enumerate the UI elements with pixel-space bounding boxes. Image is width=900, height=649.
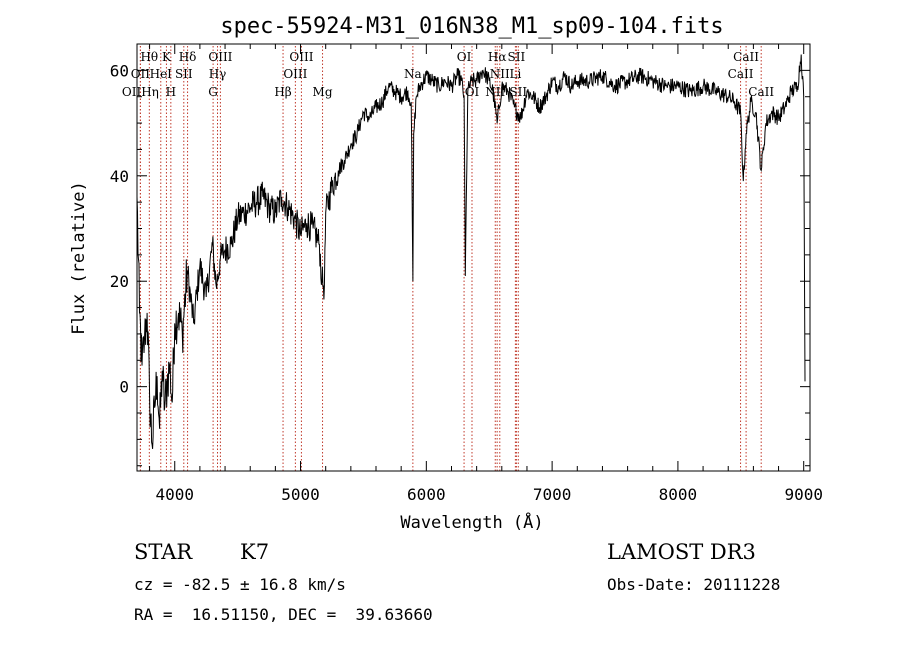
y-tick-label: 40: [110, 167, 129, 186]
spectral-line-label: CaII: [728, 67, 754, 81]
spectral-line-label: HeI: [150, 67, 173, 81]
x-tick-label: 6000: [407, 485, 446, 504]
spectral-line-labels: Hθ OII HeI OIIHη K H SII Hδ OIII Hγ G Hβ OIII OIII Mg N…: [122, 50, 774, 99]
spectral-line-label: Hα: [488, 50, 507, 64]
spectral-line-markers: [139, 46, 762, 471]
y-axis-ticks: 0 20 40 60: [110, 43, 810, 467]
sky-coordinates: RA = 16.51150, DEC = 39.63660: [134, 605, 433, 624]
spectral-line-label: OII: [131, 67, 151, 81]
plot-frame: [136, 43, 811, 472]
redshift-velocity: cz = -82.5 ± 16.8 km/s: [134, 575, 346, 594]
observation-date: Obs-Date: 20111228: [607, 575, 781, 594]
x-tick-label: 7000: [533, 485, 572, 504]
object-subclass: K7: [240, 540, 270, 564]
y-tick-label: 0: [119, 378, 129, 397]
spectral-line-label: G: [208, 85, 218, 99]
spectral-line-label: CaII: [748, 85, 774, 99]
spectral-line-label: OI: [457, 50, 472, 64]
y-axis-label: Flux (relative): [69, 181, 89, 335]
object-class: STAR: [134, 540, 193, 564]
spectral-line-label: NII: [485, 85, 505, 99]
spectrum-series-line: [136, 54, 806, 449]
spectral-line-label: SII: [175, 67, 193, 81]
x-axis-ticks: 4000 5000 6000 7000 8000 9000: [149, 44, 823, 504]
spectral-line-label: Hθ: [140, 50, 158, 64]
spectral-line-label: OIII: [208, 50, 232, 64]
spectral-line-label: H: [166, 85, 176, 99]
spectral-line-label: NII: [490, 67, 510, 81]
y-tick-label: 20: [110, 272, 129, 291]
spectral-line-label: CaII: [733, 50, 759, 64]
spectral-line-label: Li: [509, 67, 521, 81]
spectral-line-label: OI: [465, 85, 480, 99]
x-tick-label: 9000: [784, 485, 823, 504]
spectral-line-label: OIII: [289, 50, 313, 64]
x-tick-label: 4000: [155, 485, 194, 504]
spectral-line-label: Mg: [313, 85, 333, 99]
x-tick-label: 8000: [659, 485, 698, 504]
spectral-line-label: SII: [509, 85, 527, 99]
spectral-line-label: K: [162, 50, 172, 64]
y-tick-label: 60: [110, 61, 129, 80]
spectral-line-label: Hδ: [179, 50, 197, 64]
spectral-line-label: SII: [508, 50, 526, 64]
x-axis-label: Wavelength (Å): [400, 511, 543, 533]
survey-name: LAMOST DR3: [607, 540, 756, 564]
x-tick-label: 5000: [281, 485, 320, 504]
spectral-line-label: OIII: [283, 67, 307, 81]
spectral-line-label: Hγ: [209, 67, 227, 81]
spectral-line-label: Na: [404, 67, 422, 81]
spectral-line-label: OIIHη: [122, 85, 159, 99]
spectral-line-label: Hβ: [274, 85, 291, 99]
chart-title: spec-55924-M31_016N38_M1_sp09-104.fits: [220, 14, 723, 39]
